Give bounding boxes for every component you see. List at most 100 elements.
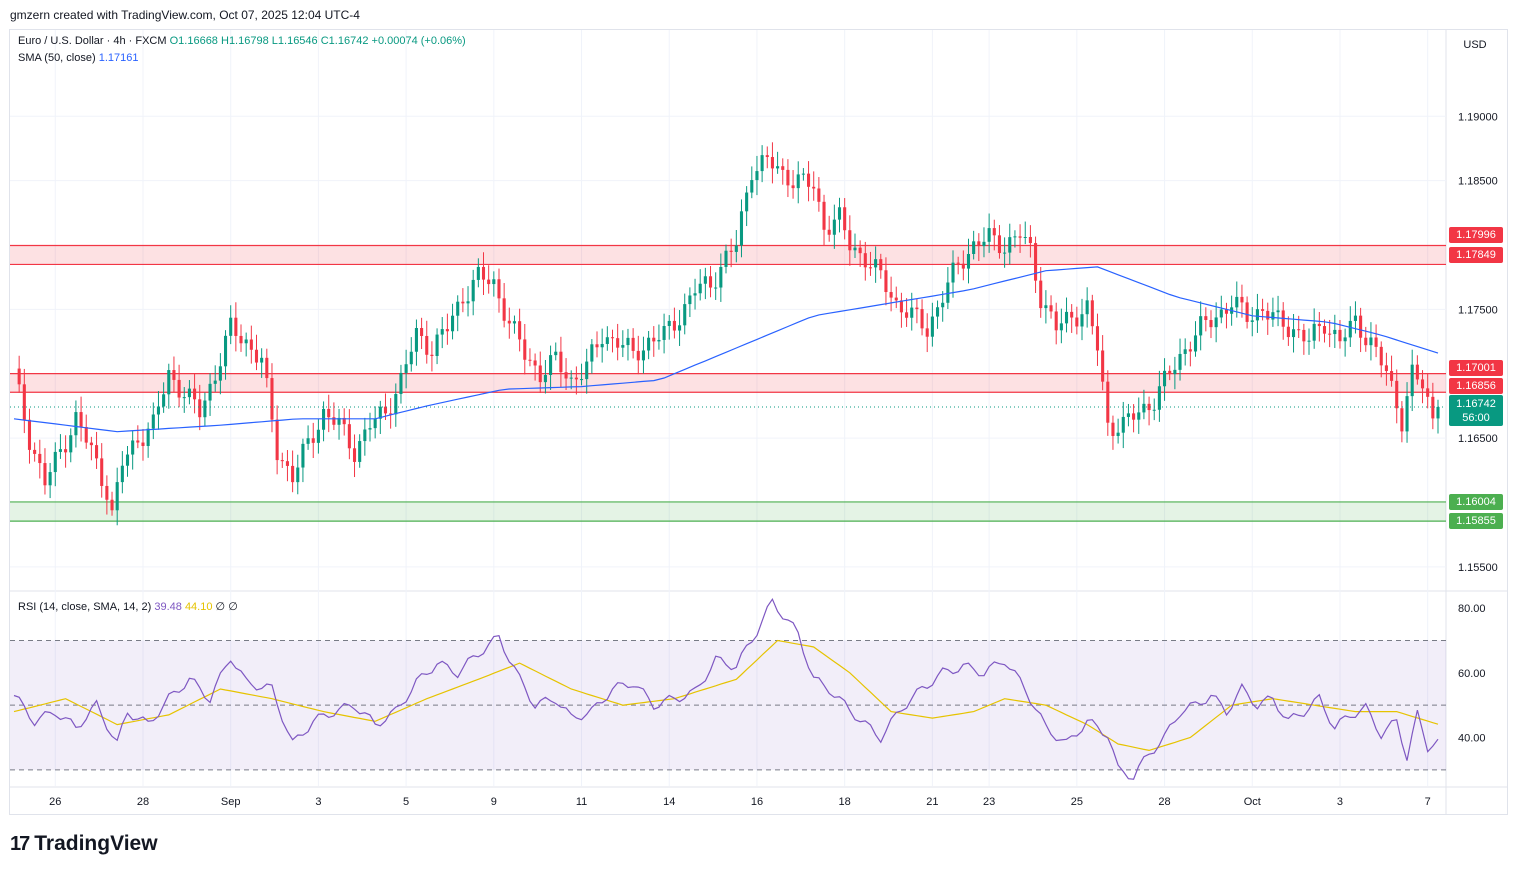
zone-support [10, 501, 1446, 522]
change-value: +0.00074 (+0.06%) [371, 35, 466, 47]
candle-body [1420, 379, 1425, 389]
candle-body [1245, 302, 1249, 322]
candle-body [1219, 309, 1223, 318]
candle-body [559, 351, 563, 373]
candle-body [337, 417, 341, 425]
candle-body [605, 337, 609, 344]
candle-body [1405, 396, 1409, 432]
candle-body [554, 351, 558, 356]
price-tick-label: 1.15500 [1458, 562, 1498, 574]
candle-body [1307, 340, 1311, 342]
candle-body [332, 417, 336, 425]
candle-body [765, 155, 769, 158]
rsi-tick-label: 60.00 [1458, 668, 1486, 680]
candle-body [378, 406, 382, 419]
candle-body [270, 378, 274, 420]
candle-body [564, 372, 568, 379]
candle-body [1044, 305, 1048, 309]
candle-body [791, 185, 795, 189]
candle-body [1333, 329, 1337, 335]
candle-body [95, 445, 99, 459]
candle-body [776, 166, 780, 169]
candle-body [151, 414, 155, 429]
low-value: L1.16546 [271, 35, 318, 47]
candle-body [1111, 422, 1115, 436]
candle-body [461, 301, 465, 304]
candle-body [105, 485, 109, 500]
candle-body [1379, 346, 1383, 366]
time-tick-label: 18 [839, 796, 851, 808]
candle-body [1157, 386, 1161, 410]
resistance-lower-top-tag: 1.17001 [1449, 360, 1503, 376]
candle-body [435, 334, 439, 357]
support-top-tag: 1.16004 [1449, 494, 1503, 510]
time-tick-label: 16 [751, 796, 763, 808]
last-price-tag: 1.16742 56:00 [1449, 395, 1503, 426]
candle-body [868, 267, 873, 269]
candle-body [420, 328, 424, 336]
tradingview-brand[interactable]: 17 TradingView [10, 832, 158, 856]
candle-body [48, 472, 52, 486]
candle-body [1142, 403, 1146, 413]
time-tick-label: 11 [576, 796, 587, 808]
sma-value: 1.17161 [98, 52, 139, 64]
candle-body [1410, 364, 1414, 397]
time-tick-label: 7 [1425, 796, 1431, 808]
candle-body [265, 357, 269, 379]
candle-body [796, 174, 800, 189]
candle-body [801, 173, 805, 175]
candle-body [972, 241, 976, 254]
candle-body [373, 418, 377, 429]
candle-body [368, 428, 372, 430]
candle-body [74, 412, 78, 436]
candle-body [1431, 396, 1435, 419]
candle-body [342, 417, 346, 425]
candle-body [786, 169, 790, 186]
candle-body [569, 377, 573, 379]
candle-body [1348, 320, 1352, 338]
candle-body [162, 394, 166, 407]
candle-body [1343, 337, 1347, 342]
candle-body [502, 298, 506, 321]
candle-body [641, 350, 645, 361]
candle-body [1255, 309, 1259, 321]
candle-body [512, 321, 517, 324]
candle-body [626, 337, 630, 346]
tradingview-logo-icon: 17 [10, 832, 30, 855]
candle-body [239, 335, 243, 344]
candle-body [678, 325, 682, 331]
candle-body [724, 250, 728, 267]
candle-body [837, 207, 842, 220]
candle-body [203, 400, 207, 418]
candle-body [120, 465, 124, 483]
candle-body [1137, 412, 1141, 420]
candle-body [311, 438, 315, 443]
price-tick-label: 1.16500 [1458, 433, 1498, 445]
candle-body [22, 384, 26, 420]
candle-body [347, 424, 351, 449]
sma-label: SMA (50, close) [18, 52, 96, 64]
currency-selector[interactable]: USD [1463, 39, 1487, 51]
candle-body [543, 375, 547, 383]
candle-body [1353, 315, 1357, 321]
candle-body [647, 337, 651, 351]
candle-body [982, 241, 986, 247]
candle-body [1188, 349, 1192, 352]
candle-body [884, 270, 888, 293]
candle-body [58, 449, 62, 452]
candle-body [363, 429, 367, 442]
time-tick-label: 26 [49, 796, 61, 808]
candle-body [616, 338, 620, 348]
candle-body [992, 228, 996, 236]
sma-line [13, 266, 1439, 433]
candle-body [662, 326, 666, 340]
rsi-sma-value: 44.10 [184, 601, 213, 613]
candle-body [935, 307, 940, 317]
candle-body [1106, 381, 1110, 423]
candle-body [925, 328, 929, 337]
candle-body [1116, 432, 1120, 436]
candle-body [1271, 312, 1275, 320]
candle-body [621, 345, 625, 348]
resistance-upper-top-tag: 1.17996 [1449, 227, 1503, 243]
